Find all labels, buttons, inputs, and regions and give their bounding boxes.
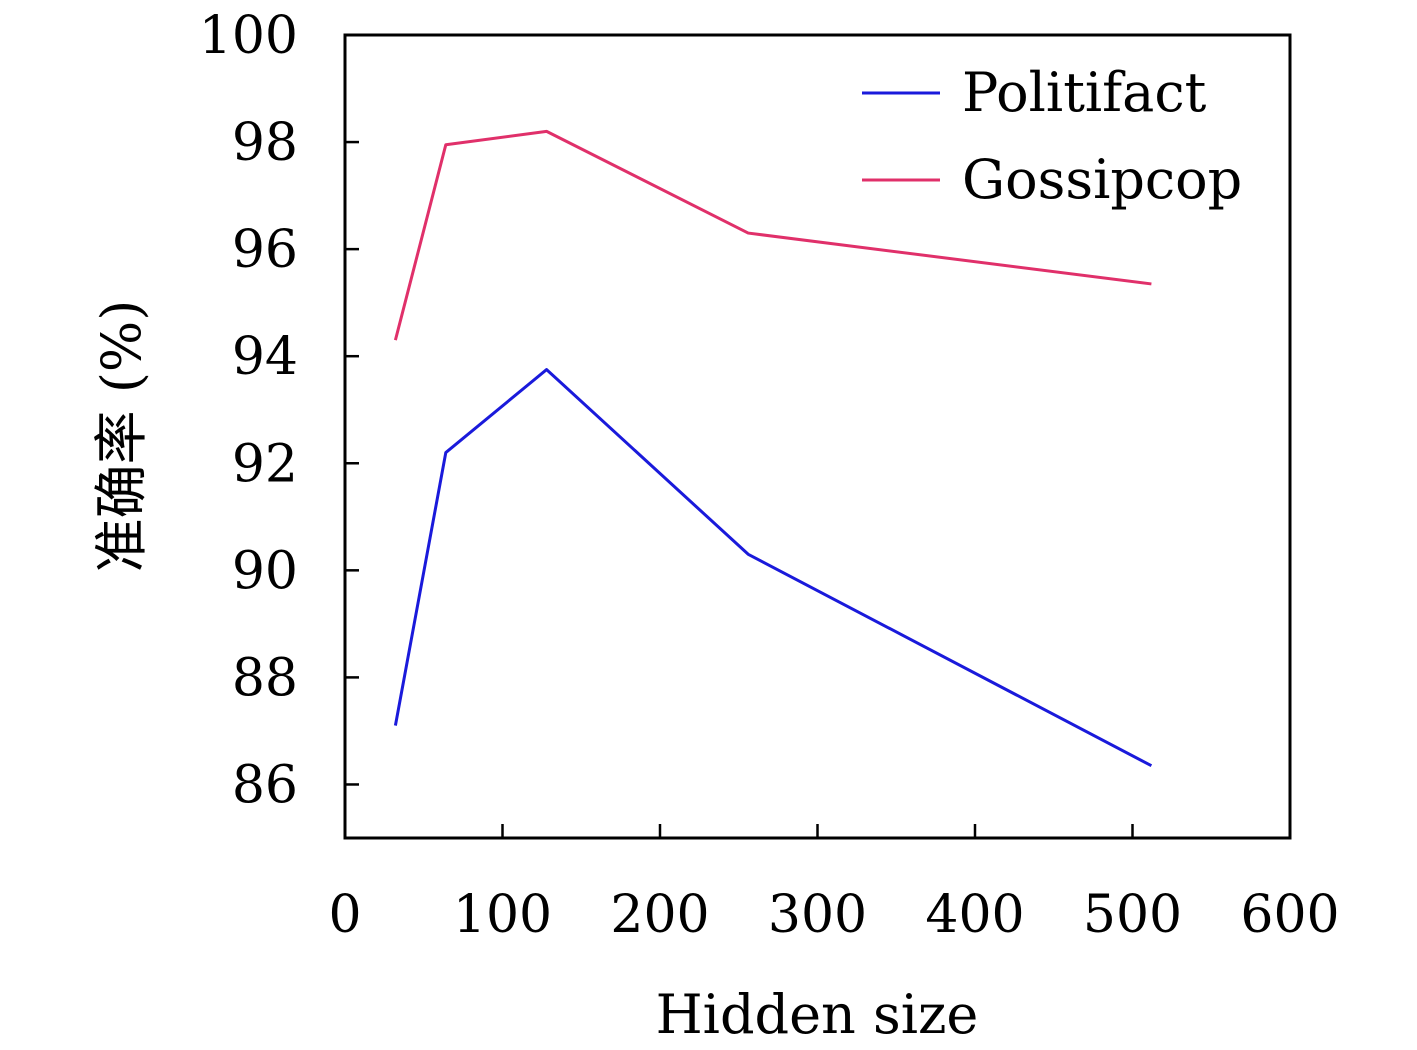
y-tick-label: 92 (232, 434, 298, 494)
x-tick-label: 0 (328, 885, 361, 945)
y-axis: 86 88 90 92 94 96 98 100 (199, 6, 359, 815)
x-axis: 0 100 200 300 400 500 600 (328, 824, 1340, 945)
x-tick-label: 200 (610, 885, 709, 945)
legend-label-gossipcop: Gossipcop (962, 148, 1242, 211)
legend-label-politifact: Politifact (962, 61, 1207, 124)
y-axis-label: 准确率 (%) (90, 300, 153, 573)
y-tick-label: 94 (232, 327, 298, 387)
series-line-gossipcop (393, 129, 1152, 341)
x-tick-label: 600 (1240, 885, 1339, 945)
x-tick-label: 500 (1083, 885, 1182, 945)
x-tick-label: 300 (768, 885, 867, 945)
y-tick-label: 90 (232, 541, 298, 601)
y-tick-label: 100 (199, 6, 298, 66)
x-tick-label: 100 (453, 885, 552, 945)
plot-lines (393, 129, 1153, 768)
y-tick-label: 98 (232, 113, 298, 173)
legend: Politifact Gossipcop (862, 61, 1242, 211)
y-tick-label: 88 (232, 648, 298, 708)
y-tick-label: 96 (232, 220, 298, 280)
x-axis-label: Hidden size (656, 983, 979, 1046)
y-tick-label: 86 (232, 755, 298, 815)
x-tick-label: 400 (925, 885, 1024, 945)
series-line-politifact (393, 368, 1153, 768)
